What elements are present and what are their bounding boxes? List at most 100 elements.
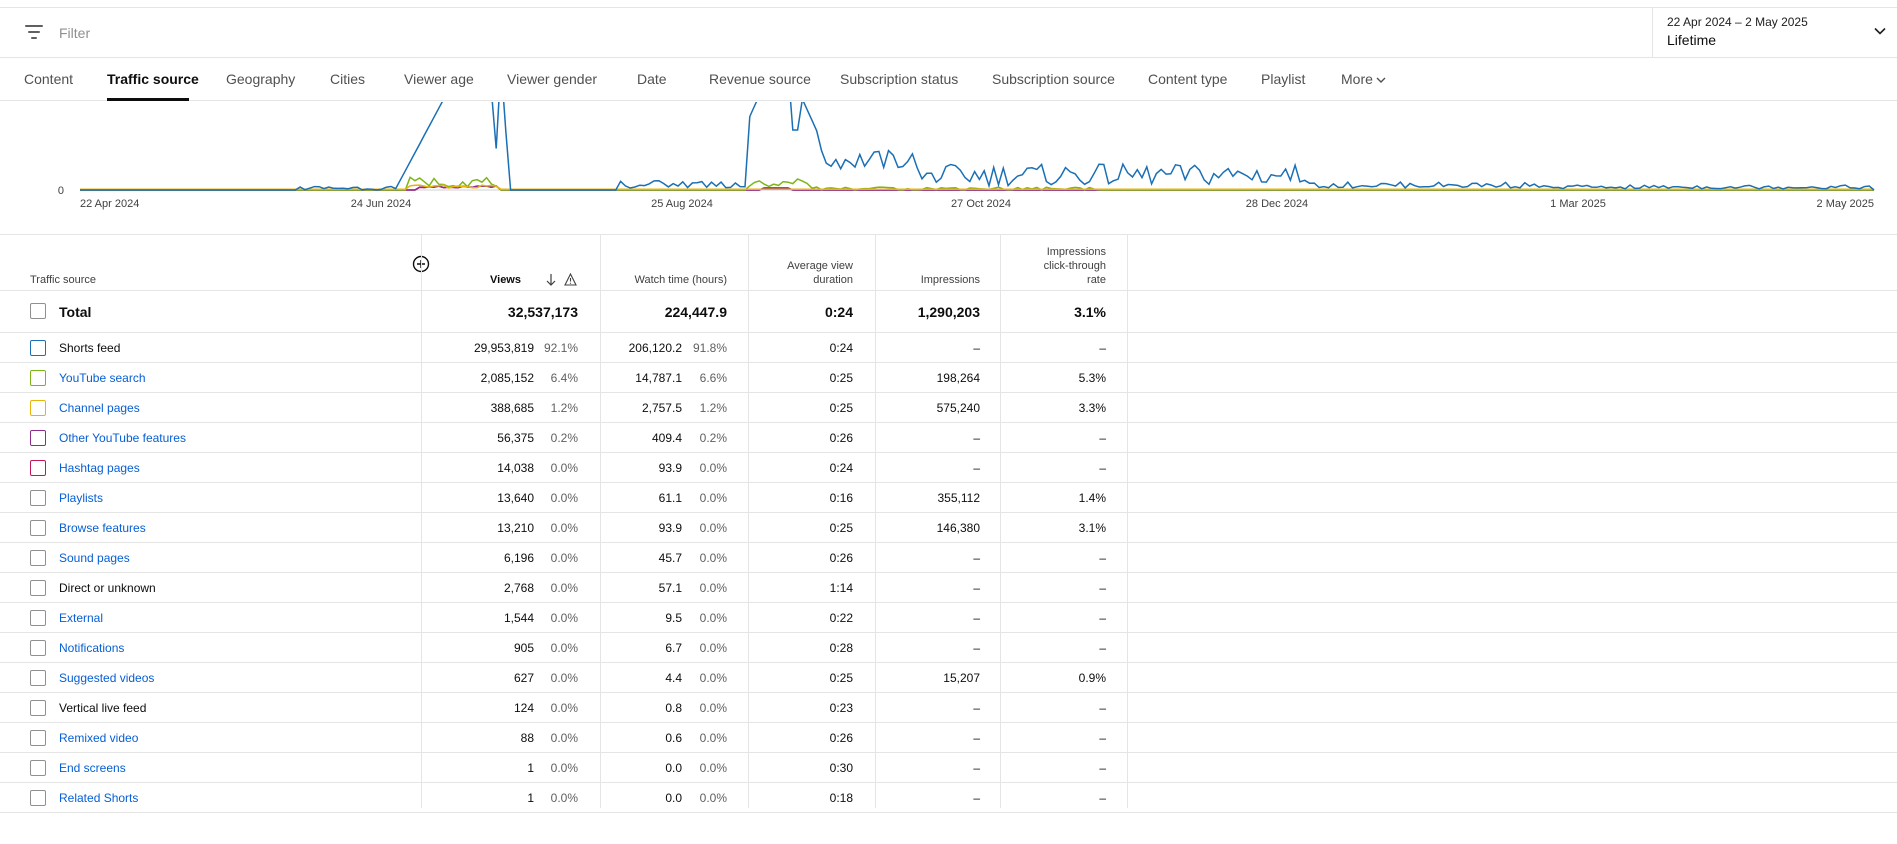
header-traffic-source[interactable]: Traffic source: [30, 274, 97, 286]
total-watch-time: 224,447.9: [664, 304, 727, 320]
tab-more[interactable]: More: [1341, 71, 1386, 87]
traffic-source-name[interactable]: Channel pages: [59, 401, 140, 415]
tab-viewer-gender[interactable]: Viewer gender: [507, 71, 598, 87]
impressions-value: 575,240: [936, 401, 980, 415]
views-percent: 0.0%: [550, 671, 578, 685]
date-range-selector[interactable]: 22 Apr 2024 – 2 May 2025 Lifetime: [1652, 8, 1897, 58]
impressions-value: –: [973, 431, 980, 445]
avd-value: 1:14: [829, 581, 853, 595]
impressions-value: –: [973, 461, 980, 475]
header-ctr-line3[interactable]: rate: [1087, 274, 1106, 286]
tab-content[interactable]: Content: [24, 71, 74, 87]
views-value: 1: [527, 791, 534, 805]
header-avd-line2[interactable]: duration: [813, 274, 853, 286]
y-tick-label: 0: [58, 185, 64, 197]
watch-time-value: 6.7: [665, 641, 682, 655]
watch-time-value: 0.8: [665, 701, 682, 715]
row-checkbox[interactable]: [30, 460, 46, 476]
row-checkbox[interactable]: [30, 790, 46, 806]
tab-date[interactable]: Date: [637, 71, 667, 87]
ctr-value: –: [1099, 791, 1106, 805]
avd-value: 0:26: [829, 731, 853, 745]
traffic-source-name[interactable]: Other YouTube features: [59, 431, 186, 445]
header-impressions[interactable]: Impressions: [920, 274, 980, 286]
avd-value: 0:28: [829, 641, 853, 655]
views-percent: 0.0%: [550, 731, 578, 745]
header-ctr-line2[interactable]: click-through: [1043, 260, 1106, 272]
row-checkbox[interactable]: [30, 670, 46, 686]
table-row: Channel pages 388,685 1.2% 2,757.5 1.2% 0:25 5…: [0, 393, 1897, 423]
traffic-source-name[interactable]: Sound pages: [59, 551, 130, 565]
ctr-value: 5.3%: [1078, 371, 1106, 385]
views-value: 2,085,152: [480, 371, 534, 385]
tab-content-type[interactable]: Content type: [1148, 71, 1228, 87]
column-divider: [748, 234, 749, 808]
x-tick-label: 22 Apr 2024: [80, 198, 139, 210]
row-checkbox[interactable]: [30, 400, 46, 416]
row-checkbox[interactable]: [30, 700, 46, 716]
tab-cities[interactable]: Cities: [330, 71, 366, 87]
tab-traffic-source[interactable]: Traffic source: [107, 71, 199, 87]
row-checkbox[interactable]: [30, 550, 46, 566]
tab-playlist[interactable]: Playlist: [1261, 71, 1306, 87]
views-value: 388,685: [490, 401, 534, 415]
traffic-source-name[interactable]: External: [59, 611, 104, 625]
ctr-value: 3.1%: [1078, 521, 1106, 535]
avd-value: 0:25: [829, 371, 853, 385]
x-tick-label: 25 Aug 2024: [651, 198, 713, 210]
traffic-source-name[interactable]: Notifications: [59, 641, 125, 655]
sort-down-icon[interactable]: [545, 273, 557, 287]
watch-time-percent: 0.0%: [699, 491, 727, 505]
tab-viewer-age[interactable]: Viewer age: [404, 71, 474, 87]
row-checkbox[interactable]: [30, 760, 46, 776]
filter-icon[interactable]: [25, 24, 43, 40]
warning-icon[interactable]: [564, 273, 577, 286]
filter-bar: Filter 22 Apr 2024 – 2 May 2025 Lifetime: [0, 8, 1897, 58]
traffic-source-name[interactable]: End screens: [59, 761, 126, 775]
tab-revenue-source[interactable]: Revenue source: [709, 71, 811, 87]
chevron-down-icon: [1874, 27, 1886, 35]
row-checkbox[interactable]: [30, 340, 46, 356]
ctr-value: 3.3%: [1078, 401, 1106, 415]
table-row: Direct or unknown 2,768 0.0% 57.1 0.0% 1:14 – –: [0, 573, 1897, 603]
avd-value: 0:16: [829, 491, 853, 505]
watch-time-percent: 0.0%: [699, 671, 727, 685]
row-checkbox[interactable]: [30, 730, 46, 746]
views-value: 13,210: [497, 521, 534, 535]
views-percent: 0.0%: [550, 701, 578, 715]
row-checkbox[interactable]: [30, 580, 46, 596]
traffic-source-name[interactable]: Browse features: [59, 521, 146, 535]
traffic-source-name[interactable]: YouTube search: [59, 371, 146, 385]
filter-input[interactable]: Filter: [59, 25, 91, 41]
views-value: 1: [527, 761, 534, 775]
tab-geography[interactable]: Geography: [226, 71, 296, 87]
views-value: 14,038: [497, 461, 534, 475]
avd-value: 0:25: [829, 401, 853, 415]
row-checkbox[interactable]: [30, 490, 46, 506]
impressions-value: 198,264: [936, 371, 980, 385]
views-percent: 0.0%: [550, 761, 578, 775]
total-label: Total: [59, 304, 92, 320]
row-checkbox[interactable]: [30, 610, 46, 626]
header-avd-line1[interactable]: Average view: [787, 260, 853, 272]
tab-subscription-source[interactable]: Subscription source: [992, 71, 1115, 87]
column-divider: [1127, 234, 1128, 808]
header-watch-time[interactable]: Watch time (hours): [634, 274, 727, 286]
table-row: Related Shorts 1 0.0% 0.0 0.0% 0:18 – –: [0, 783, 1897, 813]
x-tick-label: 27 Oct 2024: [951, 198, 1011, 210]
traffic-source-name[interactable]: Playlists: [59, 491, 104, 505]
table-row: Sound pages 6,196 0.0% 45.7 0.0% 0:26 – –: [0, 543, 1897, 573]
date-range-label: 22 Apr 2024 – 2 May 2025: [1667, 15, 1808, 29]
row-checkbox[interactable]: [30, 430, 46, 446]
tab-subscription-status[interactable]: Subscription status: [840, 71, 959, 87]
total-checkbox[interactable]: [30, 303, 46, 319]
header-views[interactable]: Views: [490, 274, 521, 286]
traffic-source-name[interactable]: Related Shorts: [59, 791, 139, 805]
traffic-source-name[interactable]: Suggested videos: [59, 671, 155, 685]
traffic-source-name[interactable]: Hashtag pages: [59, 461, 140, 475]
traffic-source-name[interactable]: Remixed video: [59, 731, 139, 745]
header-ctr-line1[interactable]: Impressions: [1046, 246, 1106, 258]
row-checkbox[interactable]: [30, 640, 46, 656]
row-checkbox[interactable]: [30, 520, 46, 536]
row-checkbox[interactable]: [30, 370, 46, 386]
